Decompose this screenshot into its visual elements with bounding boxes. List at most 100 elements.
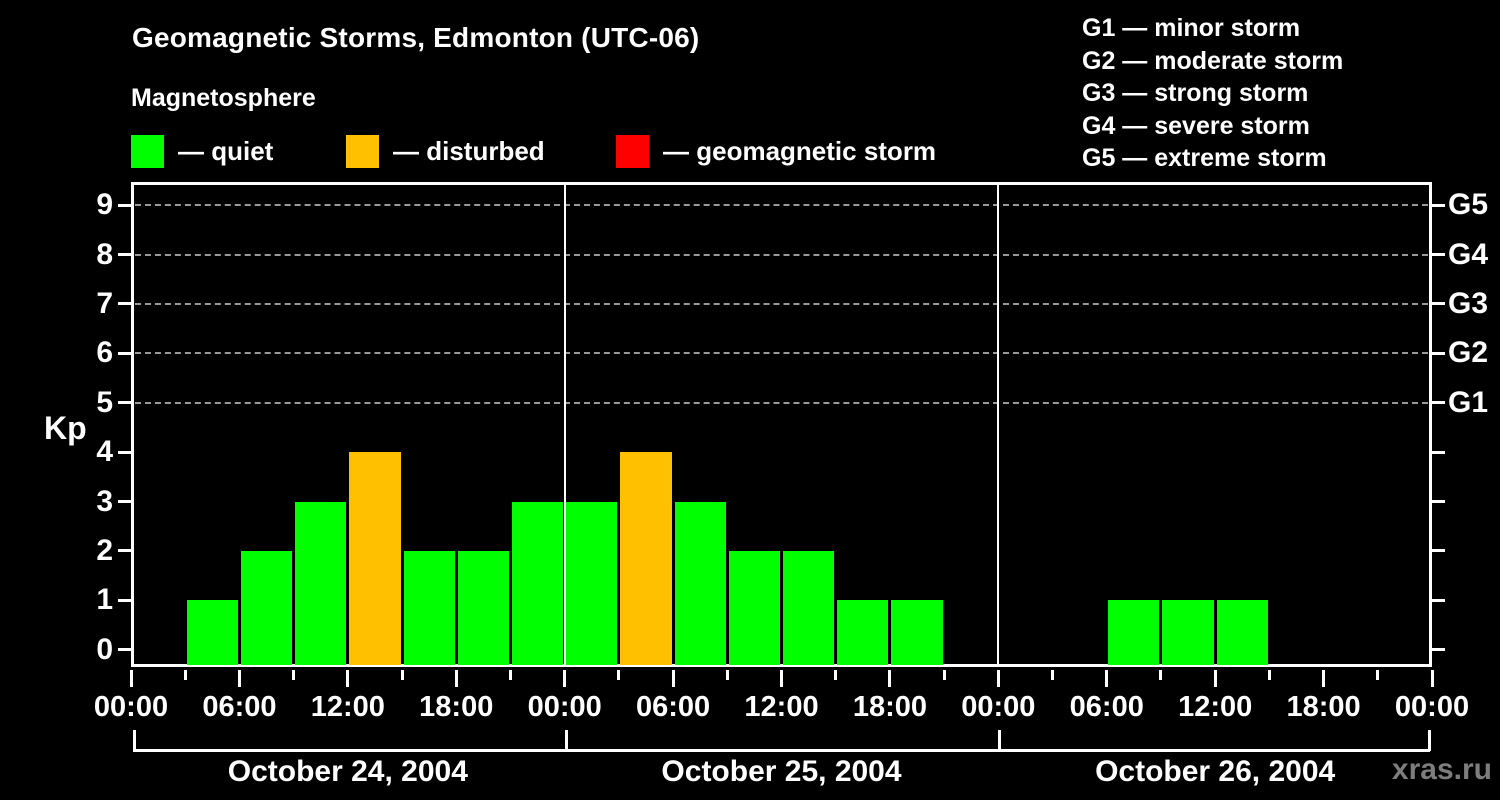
y-tick-label: 9 bbox=[96, 188, 113, 222]
day-separator bbox=[997, 182, 1000, 667]
kp-bar bbox=[1162, 600, 1214, 665]
date-bracket-cap bbox=[998, 730, 1002, 751]
x-tick-label: 18:00 bbox=[1286, 691, 1361, 723]
storm-scale-item: G2 — moderate storm bbox=[1082, 46, 1344, 75]
x-major-tick bbox=[129, 670, 133, 687]
date-bracket-cap bbox=[133, 730, 136, 751]
x-tick-label: 18:00 bbox=[419, 691, 494, 723]
storm-scale-legend: G1 — minor storm G2 — moderate storm G3 — … bbox=[1082, 12, 1343, 175]
kp-bar bbox=[620, 452, 672, 665]
y-tick-label: 0 bbox=[96, 632, 113, 666]
y-tick-right bbox=[1432, 203, 1445, 207]
x-tick-label: 00:00 bbox=[961, 691, 1036, 723]
y-tick-label: 1 bbox=[96, 583, 113, 617]
kp-bar bbox=[728, 550, 780, 665]
x-minor-tick bbox=[508, 670, 512, 680]
kp-bar bbox=[783, 550, 835, 665]
y-tick-left bbox=[118, 598, 131, 602]
y-tick-left bbox=[118, 500, 131, 503]
date-bracket-cap bbox=[564, 730, 568, 751]
y-tick-right bbox=[1432, 450, 1445, 454]
x-minor-tick bbox=[1376, 670, 1380, 680]
kp-bar bbox=[566, 501, 618, 665]
y-axis-title: Kp bbox=[44, 410, 87, 446]
chart-title: Geomagnetic Storms, Edmonton (UTC-06) bbox=[132, 22, 700, 53]
x-major-tick bbox=[237, 670, 241, 687]
x-minor-tick bbox=[400, 670, 404, 680]
y-tick-right bbox=[1432, 500, 1445, 503]
y-tick-left bbox=[118, 450, 131, 454]
x-tick-label: 00:00 bbox=[1394, 691, 1470, 723]
x-tick-label: 06:00 bbox=[635, 691, 711, 723]
g-scale-label-g2: G2 bbox=[1448, 336, 1489, 370]
y-tick-label: 5 bbox=[96, 385, 113, 419]
x-major-tick bbox=[671, 670, 675, 687]
g-scale-label-g5: G5 bbox=[1448, 188, 1489, 222]
geomagnetic-storm-swatch bbox=[616, 135, 649, 168]
y-tick-right bbox=[1432, 253, 1445, 256]
storm-scale-item: G1 — minor storm bbox=[1082, 14, 1301, 42]
g-scale-label-g4: G4 bbox=[1448, 237, 1489, 271]
storm-scale-item: G5 — extreme storm bbox=[1082, 144, 1327, 172]
kp-bar bbox=[457, 550, 509, 665]
x-major-tick bbox=[780, 670, 783, 687]
kp-bar bbox=[674, 501, 726, 665]
x-minor-tick bbox=[292, 670, 296, 680]
y-tick-right bbox=[1432, 598, 1445, 602]
y-tick-label: 3 bbox=[96, 484, 113, 518]
date-bracket bbox=[133, 749, 1430, 752]
g-scale-label-g1: G1 bbox=[1448, 385, 1489, 419]
y-tick-label: 7 bbox=[96, 286, 113, 320]
x-minor-tick bbox=[725, 670, 729, 680]
date-label: October 24, 2004 bbox=[227, 755, 468, 788]
gridline-kp6 bbox=[135, 352, 1428, 355]
y-tick-left bbox=[118, 203, 131, 207]
y-tick-label: 6 bbox=[96, 336, 113, 370]
y-tick-left bbox=[118, 648, 131, 652]
gridline-kp5 bbox=[135, 401, 1428, 404]
x-major-tick bbox=[1213, 670, 1217, 687]
disturbed-swatch bbox=[346, 135, 379, 168]
y-tick-right bbox=[1432, 648, 1445, 652]
y-tick-left bbox=[118, 302, 131, 306]
plot-frame bbox=[131, 182, 1432, 667]
x-major-tick bbox=[454, 670, 458, 687]
x-major-tick bbox=[563, 670, 567, 687]
kp-bar bbox=[1216, 600, 1268, 665]
kp-bar bbox=[891, 600, 943, 665]
x-minor-tick bbox=[617, 670, 621, 680]
kp-bar bbox=[295, 501, 347, 665]
watermark: xras.ru bbox=[1391, 753, 1492, 786]
kp-bar bbox=[403, 550, 455, 665]
x-tick-label: 12:00 bbox=[744, 691, 819, 723]
x-minor-tick bbox=[942, 670, 946, 680]
quiet-label: — quiet bbox=[178, 136, 274, 166]
date-label: October 25, 2004 bbox=[661, 755, 902, 788]
y-tick-left bbox=[118, 401, 131, 405]
storm-scale-item: G4 — severe storm bbox=[1082, 111, 1310, 140]
y-tick-right bbox=[1432, 302, 1445, 306]
x-tick-label: 06:00 bbox=[1069, 691, 1144, 723]
x-minor-tick bbox=[1051, 670, 1055, 680]
kp-bar bbox=[186, 600, 238, 665]
kp-bar bbox=[511, 501, 564, 665]
y-tick-left bbox=[118, 253, 131, 256]
x-minor-tick bbox=[183, 670, 187, 680]
chart-subtitle: Magnetosphere bbox=[131, 84, 316, 112]
date-bracket-cap bbox=[1428, 730, 1431, 751]
geomagnetic-storm-label: — geomagnetic storm bbox=[663, 136, 937, 166]
kp-bar bbox=[837, 600, 889, 665]
y-tick-right bbox=[1432, 549, 1445, 553]
x-major-tick bbox=[346, 670, 350, 687]
x-major-tick bbox=[1105, 670, 1109, 687]
x-tick-label: 06:00 bbox=[202, 691, 277, 723]
y-tick-left bbox=[118, 351, 131, 355]
x-tick-label: 12:00 bbox=[1178, 691, 1253, 723]
quiet-swatch bbox=[131, 135, 164, 168]
x-tick-label: 18:00 bbox=[852, 691, 927, 723]
x-minor-tick bbox=[1267, 670, 1271, 680]
day-separator bbox=[563, 182, 566, 667]
gridline-kp7 bbox=[135, 302, 1428, 305]
x-tick-label: 00:00 bbox=[93, 691, 169, 723]
